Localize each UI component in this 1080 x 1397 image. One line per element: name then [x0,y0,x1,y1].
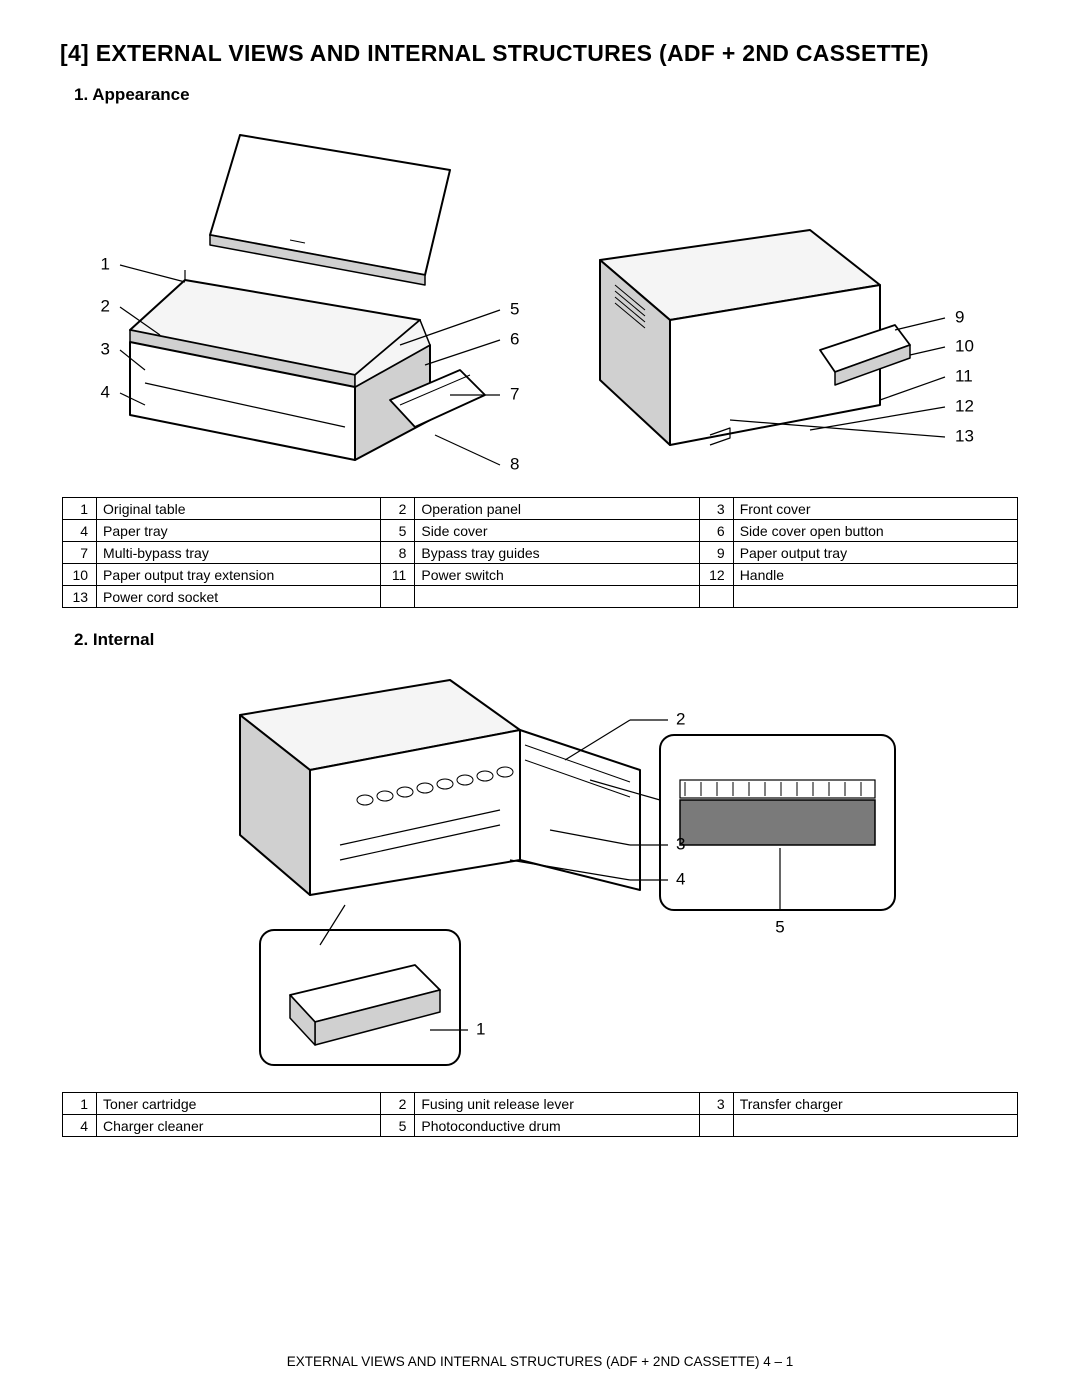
internal-figure: 1 2 3 4 5 [60,660,1020,1080]
part-number: 2 [381,498,415,520]
part-number: 13 [63,586,97,608]
part-label: Power switch [415,564,699,586]
svg-text:3: 3 [101,339,110,358]
part-label: Front cover [733,498,1017,520]
internal-parts-table: 1Toner cartridge2Fusing unit release lev… [62,1092,1018,1137]
part-number: 1 [63,1093,97,1115]
svg-text:13: 13 [955,426,974,445]
part-label [415,586,699,608]
page-footer: EXTERNAL VIEWS AND INTERNAL STRUCTURES (… [0,1354,1080,1369]
appearance-parts-table: 1Original table2Operation panel3Front co… [62,497,1018,608]
section-title-appearance: 1. Appearance [74,85,1020,105]
part-label: Multi-bypass tray [97,542,381,564]
part-number: 4 [63,520,97,542]
part-label: Power cord socket [97,586,381,608]
part-number: 3 [699,1093,733,1115]
part-number: 12 [699,564,733,586]
part-label: Operation panel [415,498,699,520]
part-label: Toner cartridge [97,1093,381,1115]
part-number: 5 [381,520,415,542]
part-number: 1 [63,498,97,520]
part-label: Handle [733,564,1017,586]
svg-text:11: 11 [955,366,973,385]
part-label: Paper output tray extension [97,564,381,586]
part-label [733,1115,1017,1137]
part-label [733,586,1017,608]
part-label: Photoconductive drum [415,1115,699,1137]
part-label: Charger cleaner [97,1115,381,1137]
part-label: Paper output tray [733,542,1017,564]
svg-text:1: 1 [476,1019,485,1038]
svg-text:3: 3 [676,834,685,853]
part-label: Side cover [415,520,699,542]
part-number [381,586,415,608]
part-label: Transfer charger [733,1093,1017,1115]
part-label: Bypass tray guides [415,542,699,564]
svg-text:6: 6 [510,329,519,348]
page-title: [4] EXTERNAL VIEWS AND INTERNAL STRUCTUR… [60,40,1020,67]
part-label: Fusing unit release lever [415,1093,699,1115]
appearance-figure: 12345678910111213 [60,115,1020,485]
part-number: 11 [381,564,415,586]
part-number: 10 [63,564,97,586]
svg-text:2: 2 [101,296,110,315]
part-number [699,586,733,608]
svg-text:10: 10 [955,336,974,355]
part-number: 7 [63,542,97,564]
svg-text:12: 12 [955,396,974,415]
svg-text:9: 9 [955,307,964,326]
svg-text:5: 5 [510,299,519,318]
part-label: Original table [97,498,381,520]
section-title-internal: 2. Internal [74,630,1020,650]
part-label: Side cover open button [733,520,1017,542]
svg-text:7: 7 [510,384,519,403]
part-number: 6 [699,520,733,542]
part-number: 3 [699,498,733,520]
svg-text:2: 2 [676,709,685,728]
svg-text:8: 8 [510,454,519,473]
svg-text:4: 4 [101,382,110,401]
svg-text:5: 5 [775,917,784,936]
part-number: 5 [381,1115,415,1137]
part-number: 8 [381,542,415,564]
part-number: 2 [381,1093,415,1115]
part-number: 9 [699,542,733,564]
part-number [699,1115,733,1137]
part-label: Paper tray [97,520,381,542]
svg-text:1: 1 [101,254,110,273]
svg-text:4: 4 [676,869,685,888]
part-number: 4 [63,1115,97,1137]
